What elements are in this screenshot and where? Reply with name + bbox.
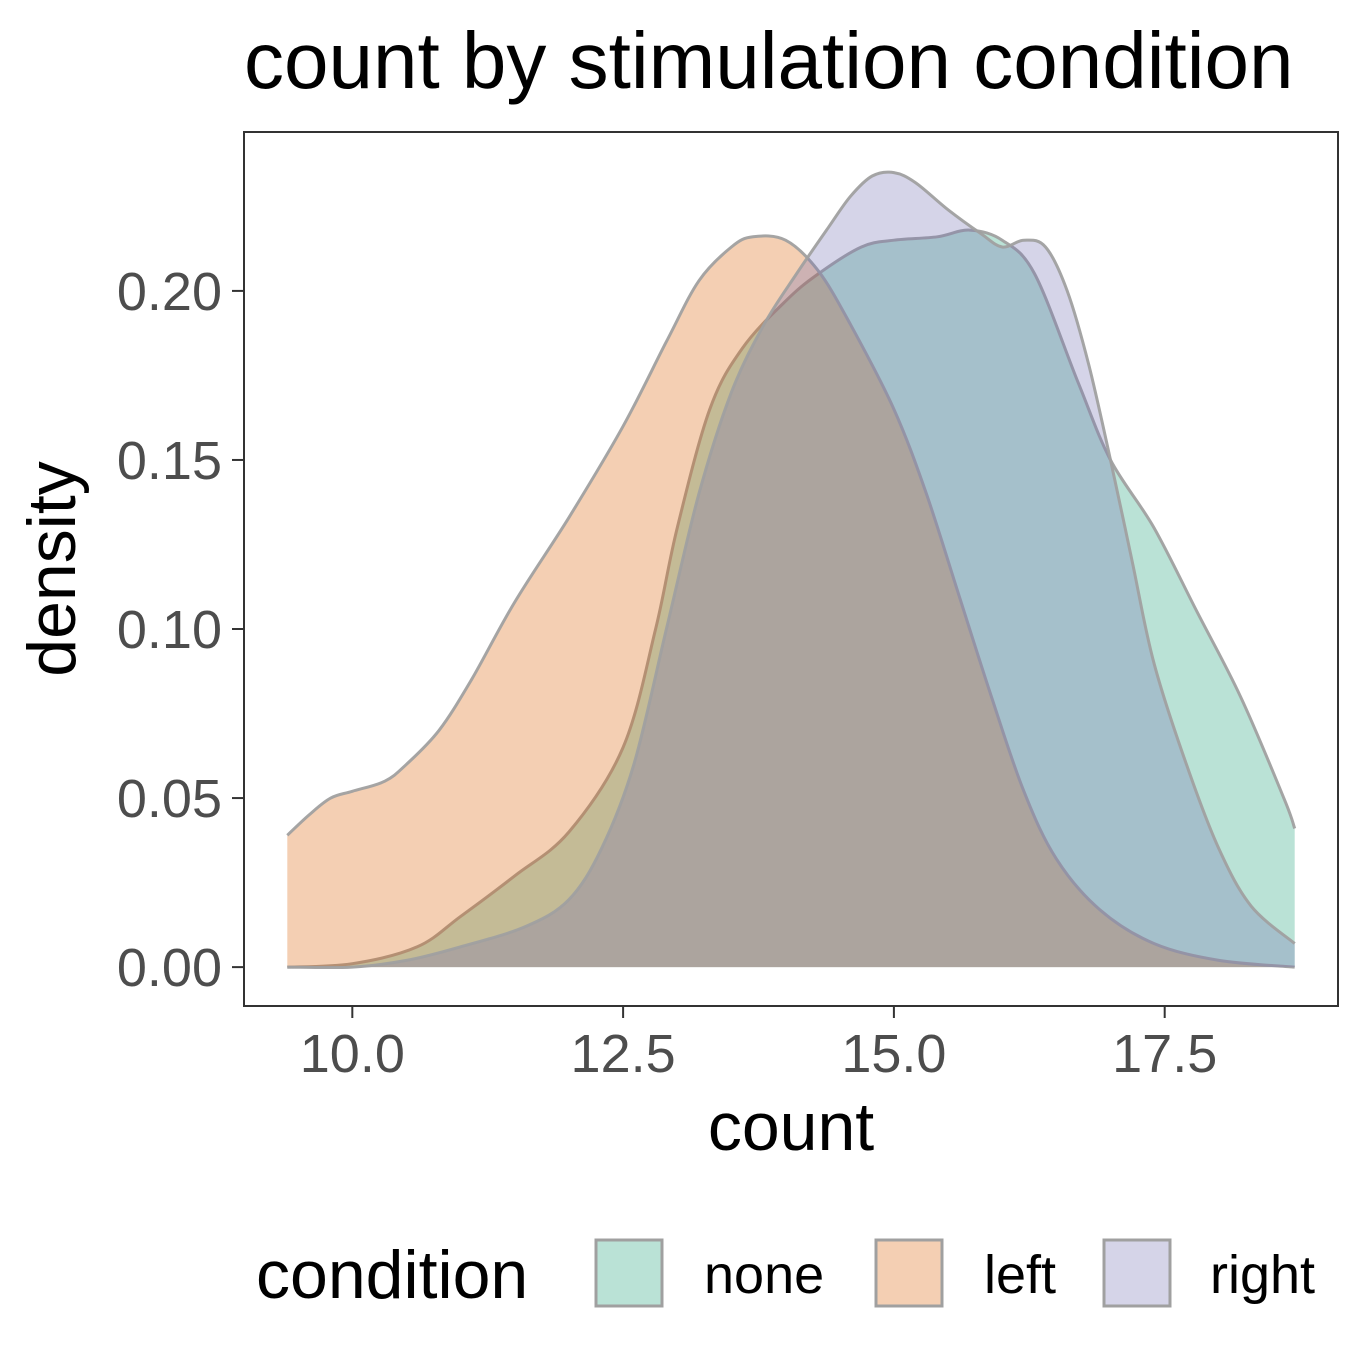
y-tick-label: 0.05 xyxy=(117,769,222,829)
legend-label-right: right xyxy=(1210,1245,1315,1305)
y-tick-label: 0.10 xyxy=(117,600,222,660)
density-area-right xyxy=(287,172,1295,968)
plot-panel-background xyxy=(244,132,1338,1006)
y-tick-label: 0.20 xyxy=(117,262,222,322)
y-tick-label: 0.15 xyxy=(117,431,222,491)
plot-panel-border xyxy=(243,131,1339,1007)
y-tick-label: 0.00 xyxy=(117,938,222,998)
density-series-layer xyxy=(286,170,1297,970)
density-area-left xyxy=(287,235,1295,968)
legend-items: none left right xyxy=(594,1238,1315,1308)
density-area-none xyxy=(287,230,1295,968)
legend-label-left: left xyxy=(984,1245,1056,1305)
x-axis-title: count xyxy=(708,1089,874,1165)
x-axis: 10.0 12.5 15.0 17.5 xyxy=(300,1006,1217,1084)
legend-item-left: left xyxy=(874,1238,1056,1308)
y-axis-title: density xyxy=(14,461,90,676)
x-tick-label: 10.0 xyxy=(300,1024,405,1084)
density-line-left xyxy=(286,234,1295,969)
y-axis: 0.00 0.05 0.10 0.15 0.20 xyxy=(117,262,244,998)
legend-key-right xyxy=(1102,1238,1172,1308)
chart-title: count by stimulation condition xyxy=(244,16,1294,105)
legend: condition none left right xyxy=(256,1237,1315,1313)
legend-item-none: none xyxy=(594,1238,824,1308)
x-tick-label: 17.5 xyxy=(1112,1024,1217,1084)
legend-label-none: none xyxy=(704,1245,824,1305)
density-line-right xyxy=(287,170,1296,970)
legend-key-none xyxy=(594,1238,664,1308)
x-tick-label: 15.0 xyxy=(841,1024,946,1084)
legend-key-left xyxy=(874,1238,944,1308)
x-tick-label: 12.5 xyxy=(571,1024,676,1084)
legend-title: condition xyxy=(256,1237,528,1313)
legend-item-right: right xyxy=(1102,1238,1315,1308)
